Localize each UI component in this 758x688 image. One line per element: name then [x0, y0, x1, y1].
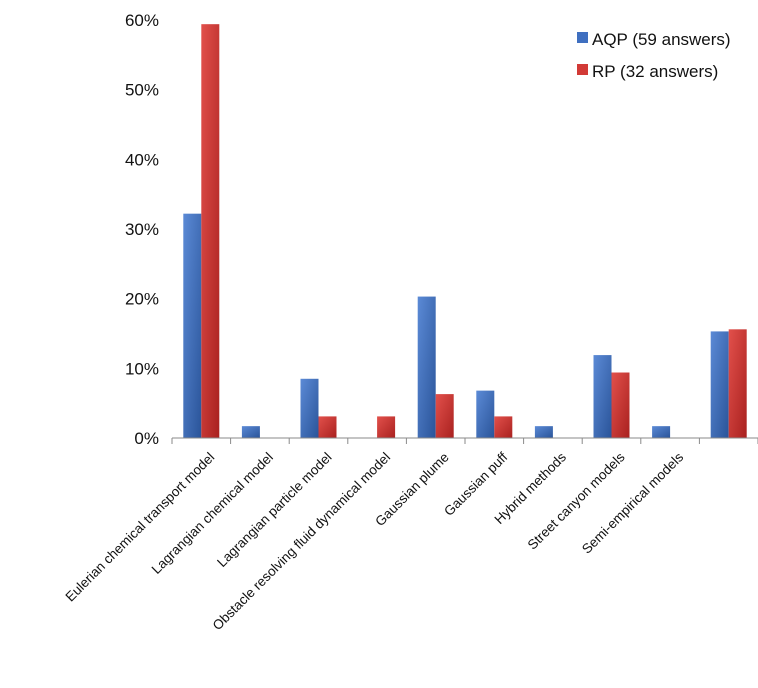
bar-aqp [652, 426, 671, 438]
legend: AQP (59 answers) RP (32 answers) [577, 30, 731, 81]
bar-aqp [710, 331, 729, 438]
x-category-label: Street canyon models [525, 449, 628, 552]
legend-label: RP (32 answers) [592, 62, 718, 81]
y-tick-label: 30% [125, 220, 159, 239]
bar-rp [201, 24, 220, 439]
bar-aqp [183, 213, 202, 438]
y-tick-label: 0% [134, 429, 159, 448]
legend-swatch [577, 32, 588, 43]
y-tick-label: 40% [125, 150, 159, 169]
legend-swatch [577, 64, 588, 75]
bar-aqp [593, 355, 612, 438]
bar-rp [611, 372, 630, 438]
bar-rp [494, 416, 513, 438]
y-tick-label: 10% [125, 359, 159, 378]
x-axis-tickmarks [171, 438, 758, 444]
y-tick-label: 50% [125, 81, 159, 100]
x-category-label: Lagrangian particle model [214, 450, 334, 570]
y-tick-label: 20% [125, 290, 159, 309]
bar-aqp [534, 426, 553, 438]
bar-aqp [300, 378, 319, 438]
bar-rp [728, 329, 747, 438]
legend-label: AQP (59 answers) [592, 30, 731, 49]
bar-rp [377, 416, 396, 438]
bar-rp [435, 394, 454, 438]
bar-aqp [417, 296, 436, 438]
category-labels: Eulerian chemical transport modelLagrang… [62, 449, 686, 633]
x-category-label: Lagrangian chemical model [149, 450, 276, 577]
y-tick-label: 60% [125, 11, 159, 30]
bar-aqp [476, 390, 495, 438]
y-axis-ticks: 0% 10% 20% 30% 40% 50% 60% [125, 11, 159, 448]
bar-rp [318, 416, 337, 438]
bar-aqp [241, 426, 260, 438]
x-category-label: Semi-empirical models [579, 449, 686, 556]
bars [183, 24, 747, 439]
